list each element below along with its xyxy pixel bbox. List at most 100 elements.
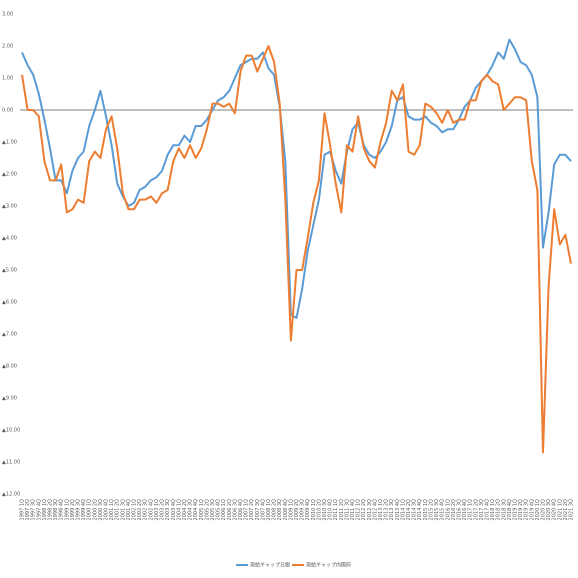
x-tick-label: 2014 1Q xyxy=(400,499,406,520)
x-tick-label: 2005 1Q xyxy=(199,499,205,520)
y-tick-label: 0.00 xyxy=(2,108,13,114)
y-tick-label: ▲1.00 xyxy=(2,140,17,146)
x-tick-label: 2014 3Q xyxy=(412,499,418,520)
x-tick-label: 2000 4Q xyxy=(104,499,110,520)
x-tick-label: 1997 4Q xyxy=(36,499,42,520)
x-tick-label: 2009 3Q xyxy=(300,499,306,520)
x-tick-label: 2011 2Q xyxy=(339,499,345,520)
x-tick-label: 2005 4Q xyxy=(216,499,222,520)
y-tick-label: ▲9.00 xyxy=(2,396,17,402)
x-tick-label: 2016 1Q xyxy=(445,499,451,520)
x-tick-label: 2015 3Q xyxy=(434,499,440,520)
x-tick-label: 2016 2Q xyxy=(451,499,457,520)
legend-label: 需給ギャップ内閣府 xyxy=(306,562,351,569)
x-tick-label: 2018 2Q xyxy=(496,499,502,520)
x-tick-label: 1999 3Q xyxy=(76,499,82,520)
x-tick-label: 2010 3Q xyxy=(322,499,328,520)
x-tick-label: 2021 1Q xyxy=(557,499,563,520)
x-tick-label: 2008 2Q xyxy=(272,499,278,520)
x-tick-label: 2012 1Q xyxy=(356,499,362,520)
x-tick-label: 1999 4Q xyxy=(81,499,87,520)
x-tick-label: 2020 2Q xyxy=(540,499,546,520)
x-tick-label: 2005 3Q xyxy=(210,499,216,520)
x-tick-label: 2001 2Q xyxy=(115,499,121,520)
x-tick-label: 2007 2Q xyxy=(249,499,255,520)
x-tick-label: 2002 1Q xyxy=(132,499,138,520)
x-tick-label: 2012 3Q xyxy=(367,499,373,520)
x-tick-label: 2001 1Q xyxy=(109,499,115,520)
x-tick-label: 2011 1Q xyxy=(333,499,339,520)
x-tick-label: 1998 1Q xyxy=(42,499,48,520)
x-tick-label: 2000 3Q xyxy=(98,499,104,520)
x-tick-label: 2009 2Q xyxy=(294,499,300,520)
x-tick-label: 2002 3Q xyxy=(143,499,149,520)
y-tick-label: ▲12.00 xyxy=(2,492,20,498)
x-tick-label: 2007 4Q xyxy=(260,499,266,520)
x-tick-label: 2001 4Q xyxy=(126,499,132,520)
x-tick-label: 2012 4Q xyxy=(372,499,378,520)
x-tick-label: 2003 4Q xyxy=(171,499,177,520)
series-line xyxy=(21,38,572,319)
y-tick-label: ▲2.00 xyxy=(2,172,17,178)
x-tick-label: 2007 1Q xyxy=(244,499,250,520)
x-tick-label: 2015 1Q xyxy=(423,499,429,520)
x-tick-label: 2000 2Q xyxy=(92,499,98,520)
legend-label: 需給ギャップ日銀 xyxy=(250,562,290,569)
x-tick-label: 2006 3Q xyxy=(232,499,238,520)
x-tick-label: 2013 4Q xyxy=(395,499,401,520)
x-tick-label: 1997 3Q xyxy=(31,499,37,520)
x-tick-label: 2007 3Q xyxy=(255,499,261,520)
x-tick-label: 2018 4Q xyxy=(507,499,513,520)
x-tick-label: 2005 2Q xyxy=(204,499,210,520)
x-tick-label: 2013 1Q xyxy=(378,499,384,520)
x-tick-label: 2015 2Q xyxy=(428,499,434,520)
x-tick-label: 2002 4Q xyxy=(148,499,154,520)
y-tick-label: ▲6.00 xyxy=(2,300,17,306)
x-tick-label: 2015 4Q xyxy=(440,499,446,520)
x-tick-label: 2021 2Q xyxy=(563,499,569,520)
x-tick-label: 2017 3Q xyxy=(479,499,485,520)
x-tick-label: 2012 2Q xyxy=(361,499,367,520)
x-tick-label: 2003 2Q xyxy=(160,499,166,520)
y-tick-label: ▲7.00 xyxy=(2,332,17,338)
x-tick-label: 2000 1Q xyxy=(87,499,93,520)
x-tick-label: 2013 2Q xyxy=(384,499,390,520)
x-tick-label: 2017 4Q xyxy=(484,499,490,520)
x-tick-label: 2004 2Q xyxy=(182,499,188,520)
x-tick-label: 2002 2Q xyxy=(137,499,143,520)
y-tick-label: ▲4.00 xyxy=(2,236,17,242)
x-tick-label: 1998 4Q xyxy=(59,499,65,520)
x-tick-label: 2006 2Q xyxy=(227,499,233,520)
y-tick-label: ▲11.00 xyxy=(2,460,20,466)
x-tick-label: 2017 1Q xyxy=(468,499,474,520)
x-tick-label: 2011 4Q xyxy=(350,499,356,520)
x-tick-label: 2018 1Q xyxy=(490,499,496,520)
x-tick-label: 2006 4Q xyxy=(238,499,244,520)
x-tick-label: 1998 2Q xyxy=(48,499,54,520)
x-tick-label: 2020 1Q xyxy=(535,499,541,520)
x-tick-label: 2014 4Q xyxy=(417,499,423,520)
x-tick-label: 2010 1Q xyxy=(311,499,317,520)
x-tick-label: 2010 2Q xyxy=(316,499,322,520)
x-tick-label: 2019 4Q xyxy=(529,499,535,520)
y-tick-label: 3.00 xyxy=(2,12,13,18)
x-tick-label: 1999 1Q xyxy=(64,499,70,520)
x-tick-label: 2008 3Q xyxy=(277,499,283,520)
x-tick-label: 2008 4Q xyxy=(283,499,289,520)
x-tick-label: 2004 4Q xyxy=(193,499,199,520)
x-tick-label: 2003 1Q xyxy=(154,499,160,520)
x-tick-label: 2018 3Q xyxy=(501,499,507,520)
x-tick-label: 2020 3Q xyxy=(546,499,552,520)
x-tick-label: 1999 2Q xyxy=(70,499,76,520)
x-tick-label: 2004 1Q xyxy=(176,499,182,520)
y-tick-label: ▲5.00 xyxy=(2,268,17,274)
x-tick-label: 2014 2Q xyxy=(406,499,412,520)
x-tick-label: 2016 4Q xyxy=(462,499,468,520)
x-tick-label: 2019 2Q xyxy=(518,499,524,520)
x-tick-label: 2008 1Q xyxy=(266,499,272,520)
y-tick-label: 1.00 xyxy=(2,76,13,82)
series-line xyxy=(21,45,572,454)
x-tick-label: 2013 3Q xyxy=(389,499,395,520)
x-tick-label: 1997 1Q xyxy=(20,499,26,520)
x-tick-label: 2009 4Q xyxy=(305,499,311,520)
